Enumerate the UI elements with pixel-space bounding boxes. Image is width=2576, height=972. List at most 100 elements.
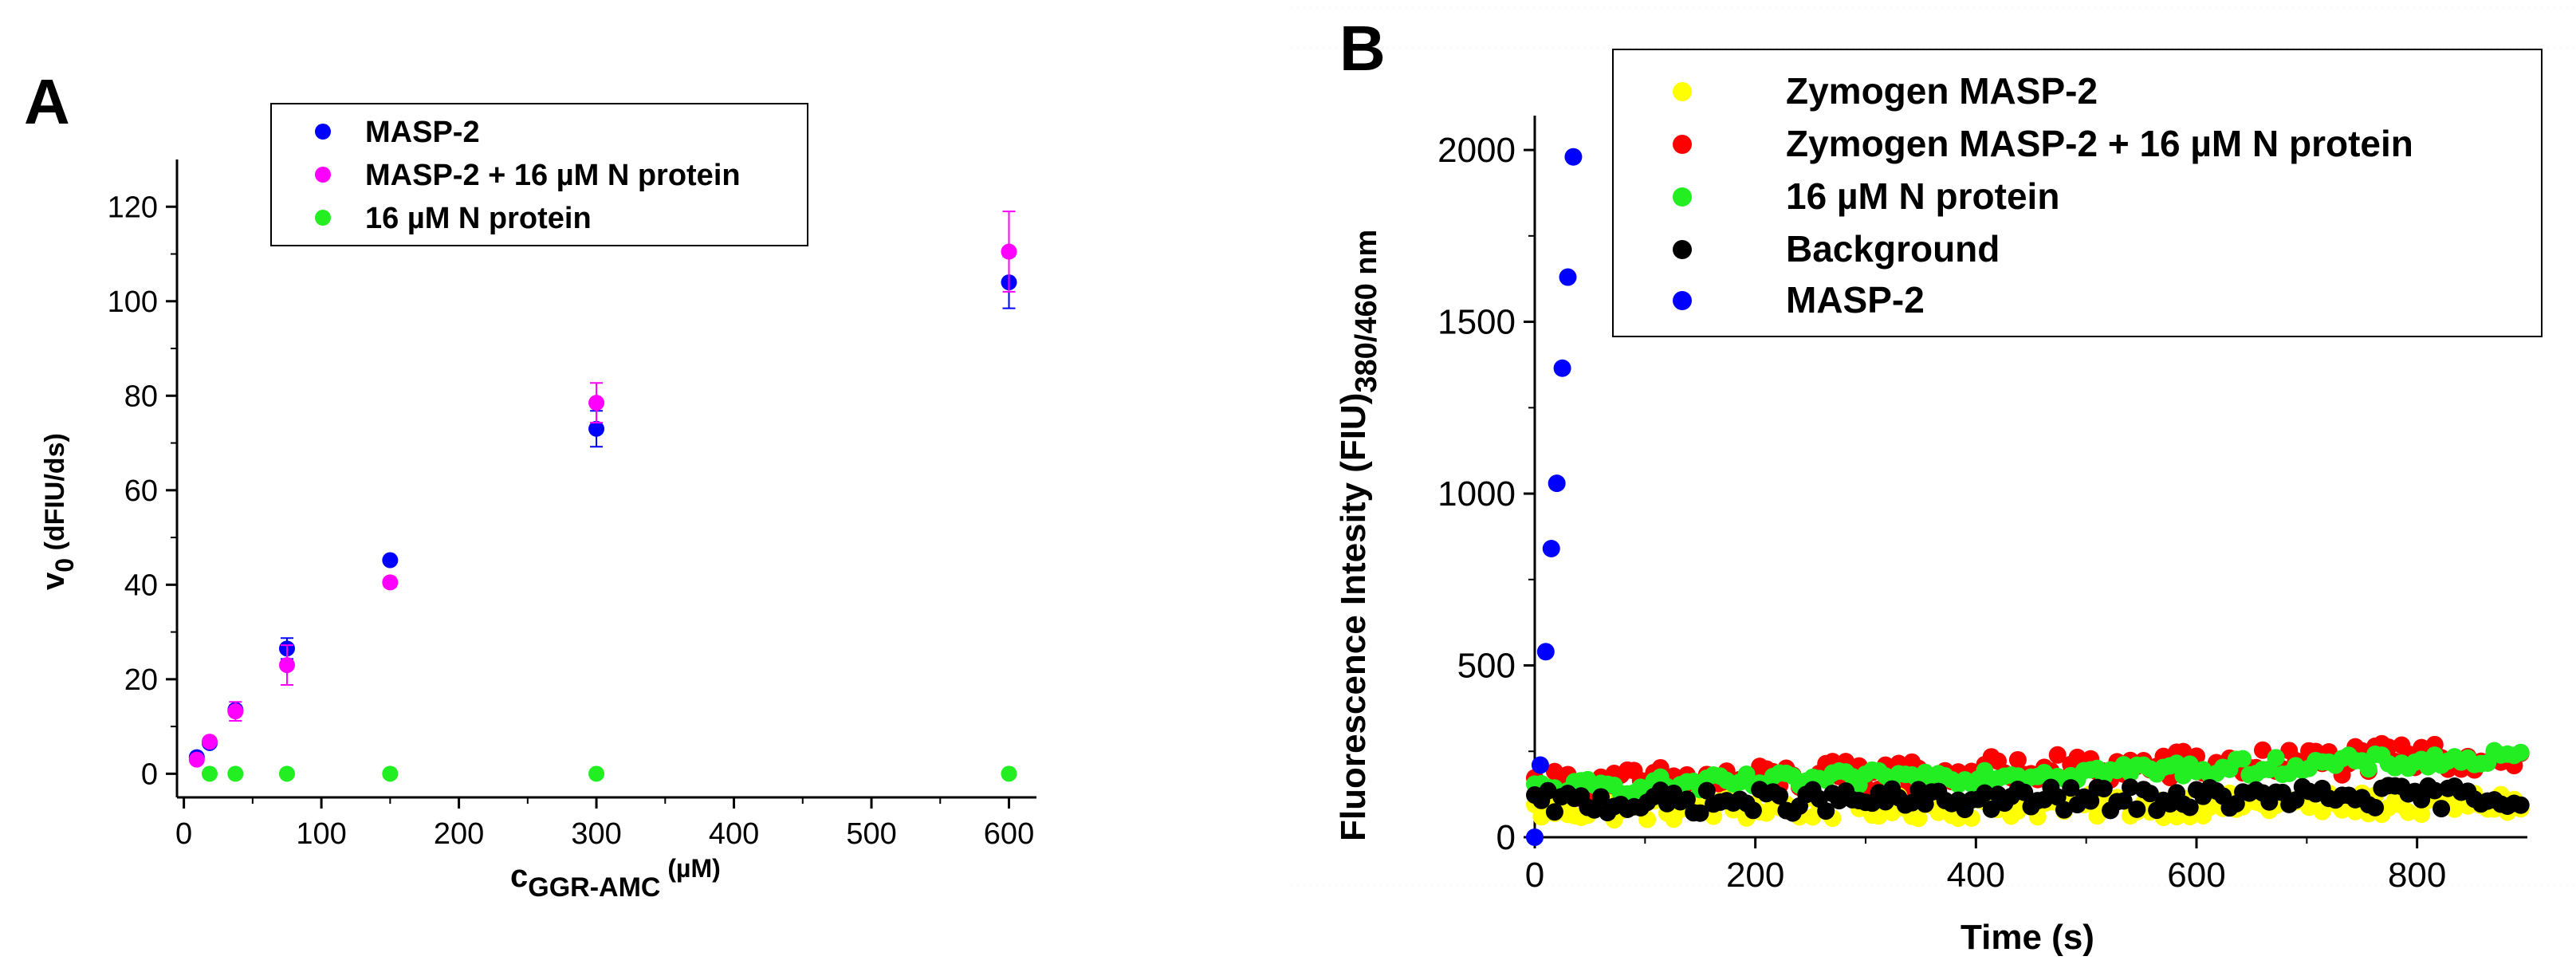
panel-a-point <box>382 574 399 591</box>
panel-a-marks <box>188 211 1017 782</box>
panel-a-point <box>382 765 399 782</box>
panel-a-point <box>588 765 605 782</box>
panel-b-point <box>1553 359 1571 377</box>
panel-b-marks <box>1526 148 2530 846</box>
panel-b-point <box>2088 807 2106 825</box>
panel-b-point <box>1691 804 1709 822</box>
panel-b-point <box>1705 807 1723 825</box>
panel-b-legend-box <box>1612 49 2543 337</box>
panel-b-x-tick-label: 0 <box>1525 856 1544 895</box>
panel-b-point <box>2016 783 2034 801</box>
panel-b-point <box>2511 796 2530 814</box>
panel-a-legend-marker-masp2 <box>315 124 331 140</box>
panel-b-point <box>2359 760 2377 778</box>
panel-b-series-3 <box>1526 777 2530 822</box>
panel-b-point <box>1542 540 1560 557</box>
panel-b-y-tick-label: 1500 <box>1437 303 1516 342</box>
panel-b-point <box>2511 743 2530 761</box>
panel-b-point <box>2048 746 2067 764</box>
panel-b-point <box>1585 801 1603 819</box>
panel-b-point <box>1559 268 1577 286</box>
panel-b-point <box>1909 781 1928 799</box>
panel-b-point <box>2141 785 2159 803</box>
panel-a-point <box>201 734 218 750</box>
panel-a-axes <box>175 159 1036 799</box>
panel-a-x-tick-label: 200 <box>434 817 484 851</box>
panel-a-x-tick-label: 100 <box>296 817 346 851</box>
panel-b-point <box>1592 788 1610 806</box>
panel-b-y-tick-label: 0 <box>1496 818 1516 857</box>
panel-b-y-axis-label: Fluorescence Intesity (FIU)380/460 nm <box>1334 230 1383 841</box>
panel-b-point <box>2287 791 2305 809</box>
panel-b-point <box>1982 800 2000 818</box>
panel-b-point <box>1976 784 1994 802</box>
panel-a-x-tick-label: 0 <box>175 817 192 851</box>
panel-b-point <box>1545 803 1563 821</box>
panel-b-legend-label-zymogen-n: Zymogen MASP-2 + 16 µM N protein <box>1786 123 2413 164</box>
panel-a-y-tick-label: 100 <box>108 285 158 319</box>
panel-a-legend-marker-masp2-n <box>315 167 331 183</box>
panel-b-point <box>2445 800 2464 818</box>
panel-a-point <box>278 657 295 674</box>
panel-b-point <box>2055 801 2073 819</box>
panel-b-point <box>1536 643 1555 661</box>
panel-a-point <box>188 751 205 768</box>
panel-b-point <box>2008 750 2027 769</box>
panel-a-y-tick-label: 40 <box>124 569 158 602</box>
panel-a-y-axis-label: v0 (dFIU/ds) <box>36 433 79 590</box>
panel-b-legend-marker-background <box>1673 240 1692 259</box>
panel-b-point <box>1817 802 1835 820</box>
panel-b-point <box>2313 802 2331 820</box>
panel-b-point <box>1697 781 1716 800</box>
panel-b-legend-marker-zymogen <box>1673 82 1692 101</box>
panel-a-point <box>588 395 605 411</box>
panel-a-point <box>1001 243 1017 260</box>
panel-b-legend-label-n: 16 µM N protein <box>1786 175 2059 217</box>
panel-b-legend-label-zymogen: Zymogen MASP-2 <box>1786 70 2098 112</box>
panel-b-point <box>2413 790 2431 809</box>
panel-a-point <box>1001 765 1017 782</box>
panel-b-label: B <box>1339 13 1386 84</box>
panel-a-x-tick-label: 400 <box>709 817 759 851</box>
panel-b-point <box>2062 779 2080 797</box>
panel-b-ticks: 0 200 400 600 800 0 500 1000 1500 2000 <box>1437 131 2446 895</box>
panel-a: A 0 100 200 300 400 500 600 0 20 40 60 80 100 120 cGG… <box>24 66 1036 903</box>
panel-b-point <box>1909 809 1928 828</box>
panel-b-x-tick-label: 800 <box>2388 856 2446 895</box>
panel-a-series-2 <box>201 765 1017 782</box>
panel-b-legend-marker-masp2 <box>1673 291 1692 310</box>
panel-b-legend-marker-zymogen-n <box>1673 135 1692 154</box>
panel-a-y-tick-label: 60 <box>124 474 158 508</box>
panel-b-point <box>1651 781 1669 800</box>
panel-b: B 0 200 400 600 800 0 500 1000 1500 2000 Time (s)… <box>1334 13 2543 957</box>
panel-b-y-tick-label: 2000 <box>1437 131 1516 170</box>
panel-a-series-0 <box>188 255 1017 765</box>
panel-b-point <box>1677 790 1696 809</box>
panel-b-series-4 <box>1526 148 1583 846</box>
panel-b-point <box>2234 750 2252 768</box>
panel-b-point <box>2128 800 2146 818</box>
panel-a-point <box>278 765 295 782</box>
panel-b-point <box>2267 749 2285 767</box>
panel-b-legend-label-masp2: MASP-2 <box>1786 279 1925 321</box>
panel-b-point <box>2432 800 2451 818</box>
panel-b-point <box>2048 788 2067 806</box>
panel-a-ticks: 0 100 200 300 400 500 600 0 20 40 60 80 100 120 <box>108 191 1035 851</box>
panel-b-point <box>1744 801 1762 820</box>
panel-a-y-tick-label: 20 <box>124 663 158 697</box>
panel-a-y-tick-label: 0 <box>141 758 158 791</box>
panel-b-point <box>1870 807 1888 825</box>
panel-b-point <box>1539 781 1557 800</box>
panel-a-legend-box <box>270 103 808 246</box>
panel-a-point <box>588 420 605 437</box>
panel-b-point <box>2366 798 2385 817</box>
panel-a-y-tick-label: 80 <box>124 380 158 413</box>
panel-b-legend-marker-n <box>1673 187 1692 207</box>
panel-b-point <box>1526 828 1544 846</box>
panel-b-legend: Zymogen MASP-2 Zymogen MASP-2 + 16 µM N … <box>1612 49 2543 337</box>
panel-b-point <box>1531 756 1549 774</box>
panel-a-y-tick-label: 120 <box>108 191 158 224</box>
panel-a-legend-marker-n <box>315 210 331 226</box>
panel-a-legend: MASP-2 MASP-2 + 16 µM N protein 16 µM N … <box>270 103 808 246</box>
